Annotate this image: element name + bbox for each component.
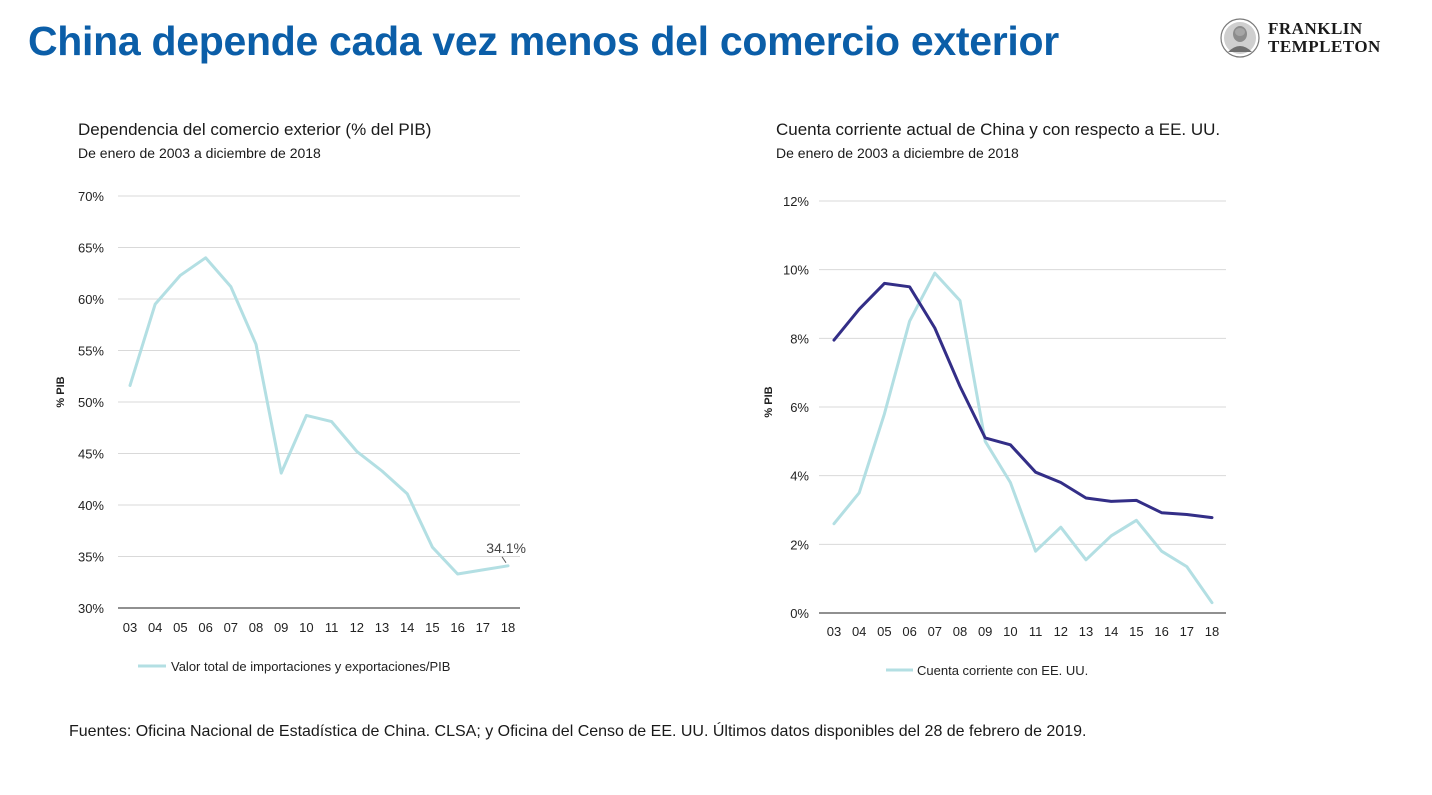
x-tick-label: 14 xyxy=(400,620,414,635)
x-tick-label: 06 xyxy=(902,624,916,639)
chart-svg: 30% 35% 40% 45% 50% 55% 60% 65% 70% 03 04 05 06 07 08 0… xyxy=(55,189,526,674)
y-axis-label: % PIB xyxy=(55,376,67,407)
x-tick-label: 10 xyxy=(1003,624,1017,639)
y-tick-label: 55% xyxy=(78,344,104,359)
franklin-templeton-logo: FRANKLIN TEMPLETON xyxy=(1220,18,1395,58)
y-tick-label: 0% xyxy=(790,606,809,621)
x-tick-label: 05 xyxy=(173,620,187,635)
y-tick-label: 12% xyxy=(783,194,809,209)
chart-title: Dependencia del comercio exterior (% del… xyxy=(78,120,432,139)
x-tick-label: 09 xyxy=(978,624,992,639)
x-tick-label: 04 xyxy=(852,624,866,639)
y-tick-label: 35% xyxy=(78,550,104,565)
y-tick-label: 50% xyxy=(78,395,104,410)
logo-wordmark: FRANKLIN TEMPLETON xyxy=(1268,20,1381,56)
x-tick-label: 12 xyxy=(350,620,364,635)
x-tick-label: 18 xyxy=(1205,624,1219,639)
y-tick-label: 70% xyxy=(78,189,104,204)
x-tick-label: 10 xyxy=(299,620,313,635)
x-tick-label: 03 xyxy=(827,624,841,639)
x-tick-label: 11 xyxy=(1029,624,1043,639)
x-tick-label: 16 xyxy=(450,620,464,635)
y-tick-label: 8% xyxy=(790,331,809,346)
logo-word-1: FRANKLIN xyxy=(1268,19,1363,38)
y-tick-label: 4% xyxy=(790,469,809,484)
x-tick-label: 17 xyxy=(1180,624,1194,639)
x-tick-label: 06 xyxy=(198,620,212,635)
x-tick-label: 15 xyxy=(1129,624,1143,639)
y-tick-label: 2% xyxy=(790,537,809,552)
x-tick-label: 13 xyxy=(375,620,389,635)
logo-word-2: TEMPLETON xyxy=(1268,37,1381,56)
y-tick-label: 60% xyxy=(78,292,104,307)
x-tick-label: 08 xyxy=(249,620,263,635)
portrait-seal-icon xyxy=(1220,18,1260,58)
x-tick-label: 11 xyxy=(325,620,339,635)
x-tick-label: 07 xyxy=(928,624,942,639)
series-line-2 xyxy=(832,281,1214,520)
chart-subtitle: De enero de 2003 a diciembre de 2018 xyxy=(78,145,321,161)
y-tick-label: 45% xyxy=(78,447,104,462)
x-tick-label: 16 xyxy=(1154,624,1168,639)
page-title: China depende cada vez menos del comerci… xyxy=(28,18,1059,64)
x-tick-label: 18 xyxy=(501,620,515,635)
x-tick-label: 08 xyxy=(953,624,967,639)
chart-subtitle: De enero de 2003 a diciembre de 2018 xyxy=(776,145,1019,161)
series-line-1 xyxy=(128,256,510,576)
x-tick-label: 04 xyxy=(148,620,162,635)
series-line-1 xyxy=(832,271,1214,605)
sources-note: Fuentes: Oficina Nacional de Estadística… xyxy=(69,723,1087,740)
chart-svg: 0% 2% 4% 6% 8% 10% 12% 03 04 05 06 07 08 09 10 11 12 13 14… xyxy=(763,194,1226,678)
x-tick-label: 17 xyxy=(476,620,490,635)
x-tick-label: 15 xyxy=(425,620,439,635)
y-axis-label: % PIB xyxy=(763,386,775,417)
x-tick-label: 05 xyxy=(877,624,891,639)
chart-title: Cuenta corriente actual de China y con r… xyxy=(776,120,1221,139)
x-tick-label: 14 xyxy=(1104,624,1118,639)
chart-current-account: Cuenta corriente actual de China y con r… xyxy=(716,0,1432,700)
x-tick-label: 03 xyxy=(123,620,137,635)
y-tick-label: 40% xyxy=(78,498,104,513)
y-tick-label: 6% xyxy=(790,400,809,415)
y-tick-label: 10% xyxy=(783,263,809,278)
data-label: 34.1% xyxy=(486,540,526,556)
x-tick-label: 13 xyxy=(1079,624,1093,639)
x-tick-label: 07 xyxy=(224,620,238,635)
chart-trade-dependence: Dependencia del comercio exterior (% del… xyxy=(0,0,716,700)
y-tick-label: 65% xyxy=(78,241,104,256)
annotation-leader xyxy=(501,556,507,564)
y-tick-label: 30% xyxy=(78,601,104,616)
legend-label: Cuenta corriente con EE. UU. xyxy=(917,663,1088,678)
x-tick-label: 09 xyxy=(274,620,288,635)
x-tick-label: 12 xyxy=(1054,624,1068,639)
legend-label: Valor total de importaciones y exportaci… xyxy=(171,659,450,674)
